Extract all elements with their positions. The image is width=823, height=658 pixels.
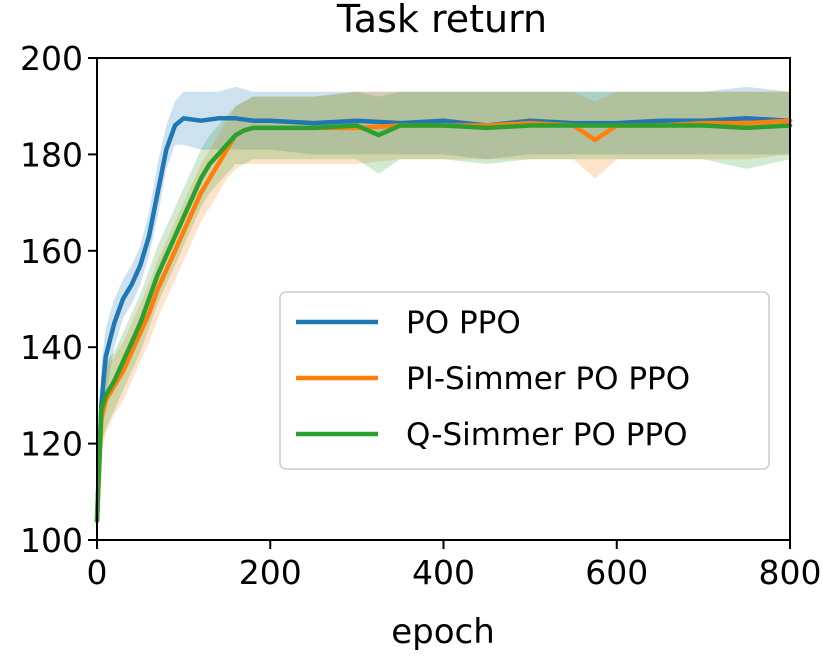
confidence-band-2 (97, 91, 790, 540)
confidence-band-1 (97, 91, 790, 540)
series-lines (94, 116, 793, 523)
x-tick-label: 400 (412, 553, 475, 592)
y-axis: 100 120 140 160 180 200 (20, 39, 97, 560)
legend-label-1: PI-Simmer PO PPO (406, 361, 690, 397)
y-tick-label: 180 (20, 135, 83, 174)
series-line-0 (94, 116, 793, 523)
y-tick-label: 140 (20, 328, 83, 367)
x-tick-label: 600 (585, 553, 648, 592)
chart-title: Task return (336, 0, 547, 41)
x-tick-label: 0 (87, 553, 108, 592)
legend-box (279, 291, 770, 470)
confidence-band-0 (97, 86, 790, 541)
y-tick-label: 120 (20, 425, 83, 464)
y-tick-label: 160 (20, 232, 83, 271)
legend: PO PPO PI-Simmer PO PPO Q-Simmer PO PPO (279, 291, 770, 470)
x-axis: 0 200 400 600 800 (87, 540, 822, 592)
legend-label-2: Q-Simmer PO PPO (406, 417, 688, 453)
x-tick-label: 200 (239, 553, 302, 592)
confidence-bands (97, 86, 790, 541)
y-tick-label: 100 (20, 521, 83, 560)
legend-label-0: PO PPO (406, 305, 521, 341)
x-axis-title: epoch (391, 612, 495, 652)
y-tick-label: 200 (20, 39, 83, 78)
x-tick-label: 800 (759, 553, 822, 592)
series-line-2 (94, 123, 793, 523)
